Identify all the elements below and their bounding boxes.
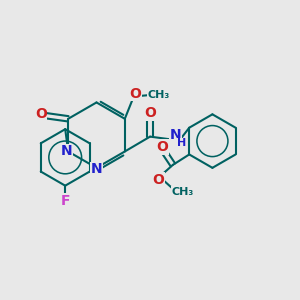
Text: O: O (157, 140, 168, 154)
Text: O: O (35, 107, 47, 121)
Text: O: O (152, 173, 164, 187)
Text: H: H (177, 138, 187, 148)
Text: CH₃: CH₃ (172, 187, 194, 196)
Text: CH₃: CH₃ (148, 90, 170, 100)
Text: N: N (91, 162, 102, 176)
Text: O: O (144, 106, 156, 120)
Text: N: N (170, 128, 182, 142)
Text: O: O (129, 86, 141, 100)
Text: F: F (61, 194, 70, 208)
Text: N: N (61, 145, 73, 158)
